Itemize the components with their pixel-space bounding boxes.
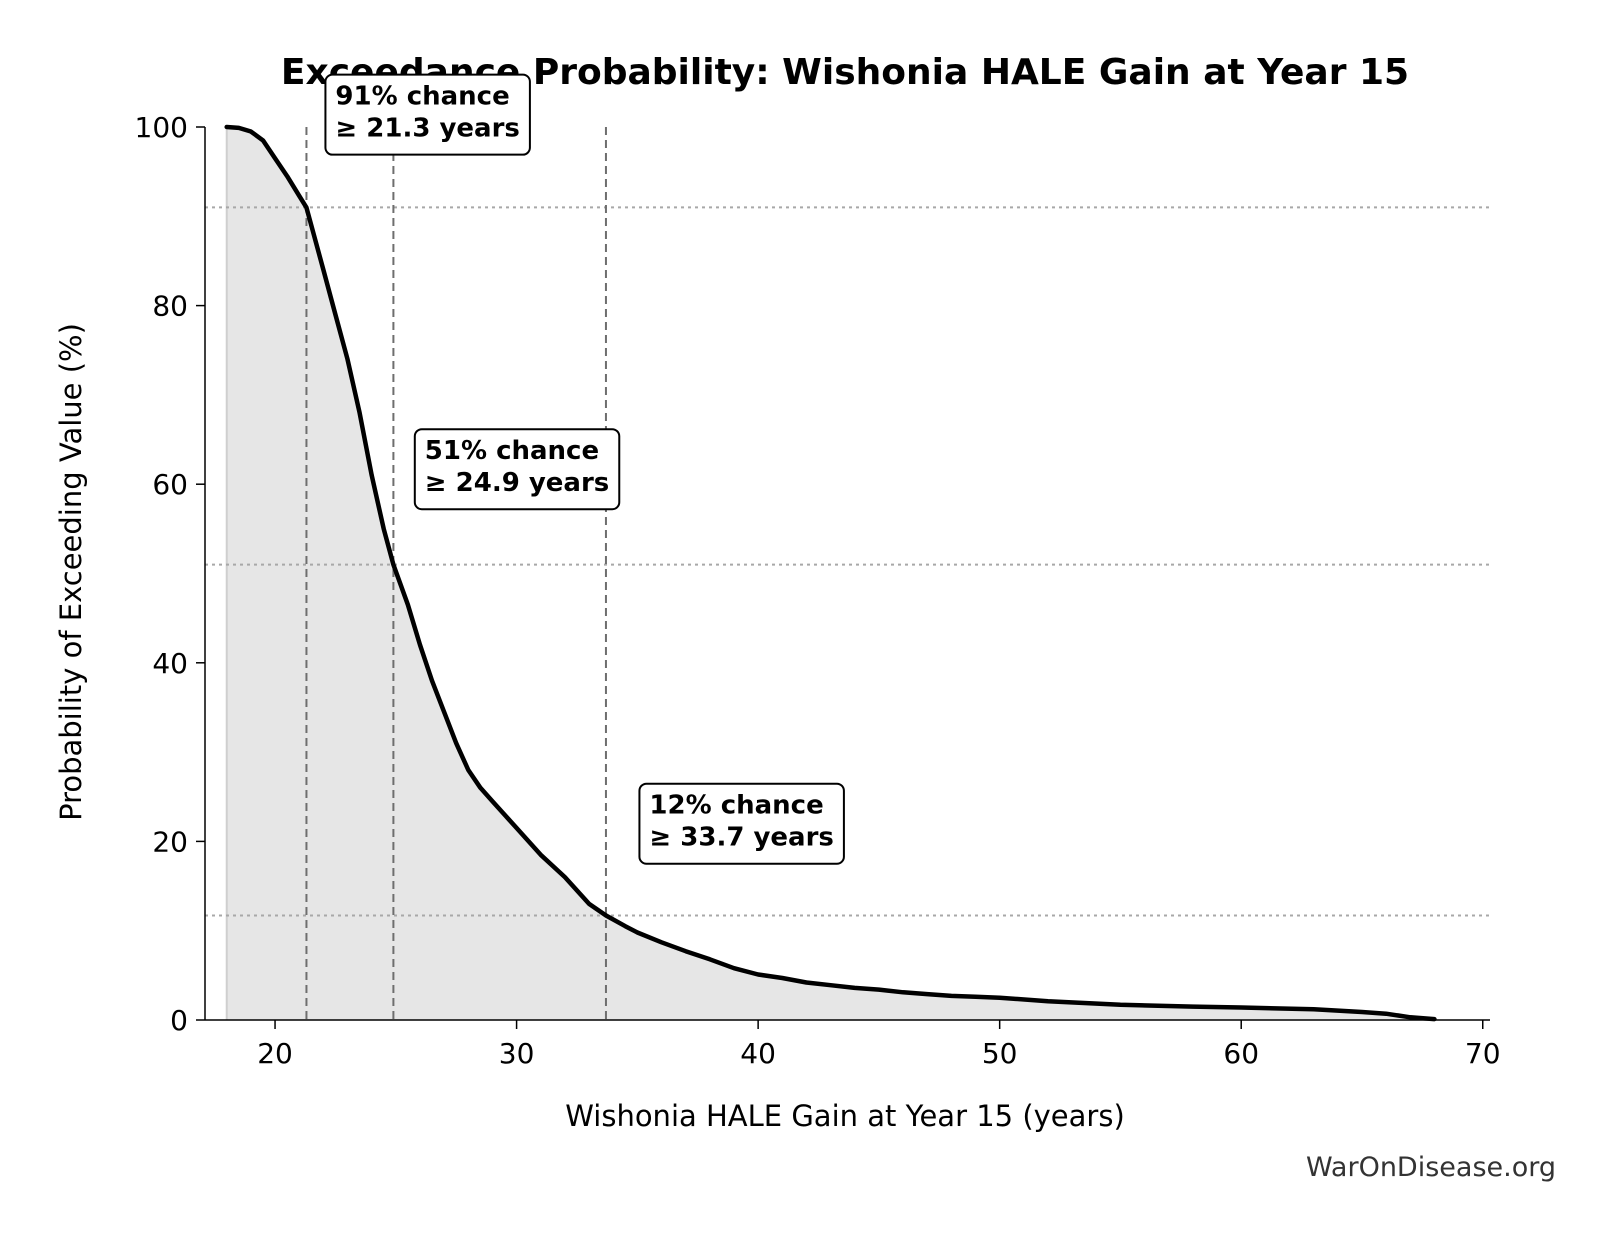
y-tick-label: 100	[135, 111, 188, 144]
annotation-line: ≥ 21.3 years	[335, 114, 519, 144]
y-tick-label: 80	[152, 290, 188, 323]
annotations: 91% chance≥ 21.3 years 51% chance≥ 24.9 y…	[324, 73, 845, 865]
x-tick-label: 40	[740, 1037, 776, 1070]
exceedance-area-fill	[226, 127, 1435, 1020]
y-tick-label: 60	[152, 468, 188, 501]
annotation-frame	[324, 73, 531, 156]
annotation-line: 51% chance	[425, 436, 599, 466]
annotation-line: 91% chance	[335, 82, 509, 112]
footer-source: WarOnDisease.org	[1306, 1152, 1556, 1183]
annotation-box-0: 91% chance≥ 21.3 years	[324, 73, 531, 156]
exceedance-curve-line	[224, 124, 1437, 1022]
annotation-frame	[413, 428, 621, 511]
x-axis-label: Wishonia HALE Gain at Year 15 (years)	[565, 1099, 1125, 1133]
x-tick-label: 30	[499, 1037, 535, 1070]
x-tick-label: 70	[1465, 1037, 1501, 1070]
y-axis-ticks: 0 20 40 60 80 100	[135, 111, 205, 1037]
y-tick-label: 20	[152, 825, 188, 858]
annotation-box-2: 12% chance≥ 33.7 years	[638, 782, 845, 865]
y-tick-label: 40	[152, 647, 188, 680]
y-axis-label: Probability of Exceeding Value (%)	[54, 323, 88, 821]
threshold-reference-lines	[305, 127, 607, 1020]
annotation-line: ≥ 24.9 years	[425, 468, 609, 498]
x-axis-ticks: 20 30 40 50 60 70	[257, 1020, 1501, 1070]
x-tick-label: 20	[257, 1037, 293, 1070]
annotation-box-1: 51% chance≥ 24.9 years	[413, 428, 621, 511]
annotation-frame	[638, 782, 845, 865]
annotation-line: ≥ 33.7 years	[649, 823, 833, 853]
plot-area	[205, 124, 1490, 1022]
x-tick-label: 60	[1223, 1037, 1259, 1070]
annotation-line: 12% chance	[649, 791, 823, 821]
x-tick-label: 50	[982, 1037, 1018, 1070]
y-tick-label: 0	[170, 1004, 188, 1037]
